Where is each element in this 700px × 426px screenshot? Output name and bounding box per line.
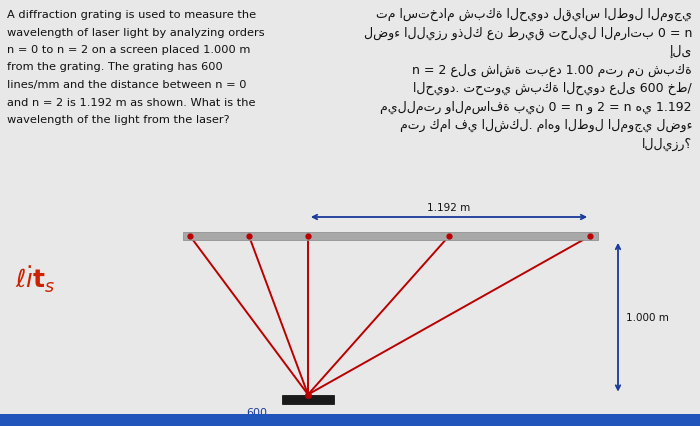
Text: and n = 2 is 1.192 m as shown. What is the: and n = 2 is 1.192 m as shown. What is t… xyxy=(7,97,256,107)
Text: n = 2 على شاشة تبعد 1.00 متر من شبكة: n = 2 على شاشة تبعد 1.00 متر من شبكة xyxy=(412,63,692,77)
Text: 1.192 m: 1.192 m xyxy=(428,202,470,213)
Text: from the grating. The grating has 600: from the grating. The grating has 600 xyxy=(7,62,223,72)
Bar xyxy=(282,394,334,403)
Text: لضوء الليزر وذلك عن طريق تحليل المراتب 0 = n: لضوء الليزر وذلك عن طريق تحليل المراتب 0… xyxy=(363,26,692,40)
Text: الليزر؟: الليزر؟ xyxy=(642,137,692,150)
Text: 600: 600 xyxy=(246,407,267,417)
Text: A diffraction grating is used to measure the: A diffraction grating is used to measure… xyxy=(7,10,256,20)
Text: الحيود. تحتوي شبكة الحيود على 600 خط/: الحيود. تحتوي شبكة الحيود على 600 خط/ xyxy=(413,82,692,95)
Text: wavelength of the light from the laser?: wavelength of the light from the laser? xyxy=(7,115,230,125)
Bar xyxy=(0,414,700,426)
Text: $\ell\dot\imath\mathbf{t}_s$: $\ell\dot\imath\mathbf{t}_s$ xyxy=(15,265,55,294)
Text: إلى: إلى xyxy=(670,45,692,58)
Text: تم استخدام شبكة الحيود لقياس الطول الموجي: تم استخدام شبكة الحيود لقياس الطول الموج… xyxy=(376,8,692,21)
Text: متر كما في الشكل. ماهو الطول الموجي لضوء: متر كما في الشكل. ماهو الطول الموجي لضوء xyxy=(400,119,692,132)
Text: wavelength of laser light by analyzing orders: wavelength of laser light by analyzing o… xyxy=(7,27,265,37)
Text: n = 0 to n = 2 on a screen placed 1.000 m: n = 0 to n = 2 on a screen placed 1.000 … xyxy=(7,45,251,55)
Text: lines/mm and the distance between n = 0: lines/mm and the distance between n = 0 xyxy=(7,80,246,90)
Text: 1.000 m: 1.000 m xyxy=(626,313,669,323)
FancyBboxPatch shape xyxy=(183,233,598,240)
Text: ميللمتر والمسافة بين 0 = n و 2 = n هي 1.192: ميللمتر والمسافة بين 0 = n و 2 = n هي 1.… xyxy=(381,100,692,113)
